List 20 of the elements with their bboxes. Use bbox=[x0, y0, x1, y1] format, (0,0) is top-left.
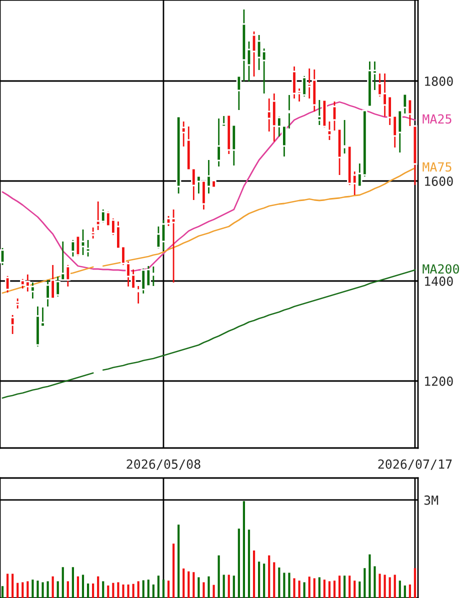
y-tick-label: 1200 bbox=[425, 376, 453, 386]
candlestick bbox=[15, 298, 20, 310]
candlestick bbox=[332, 100, 338, 132]
series-label: MA25 bbox=[422, 114, 452, 124]
y-tick-label: 3M bbox=[424, 495, 438, 505]
x-tick-label: 2026/07/17 bbox=[378, 459, 452, 470]
candlestick bbox=[0, 247, 6, 266]
series-label: MA200 bbox=[422, 264, 459, 274]
candlestick bbox=[4, 275, 10, 294]
y-tick-label: 1800 bbox=[425, 76, 453, 86]
candlestick bbox=[90, 226, 96, 240]
candlestick bbox=[10, 314, 16, 335]
candlestick bbox=[236, 75, 242, 111]
candlestick bbox=[85, 239, 91, 258]
candlestick bbox=[216, 118, 222, 168]
series-label: MA75 bbox=[422, 162, 452, 172]
y-tick-label: 1400 bbox=[425, 276, 453, 286]
x-tick-label: 2026/05/08 bbox=[126, 459, 200, 470]
candlestick bbox=[326, 120, 332, 141]
y-tick-label: 1600 bbox=[425, 176, 453, 186]
